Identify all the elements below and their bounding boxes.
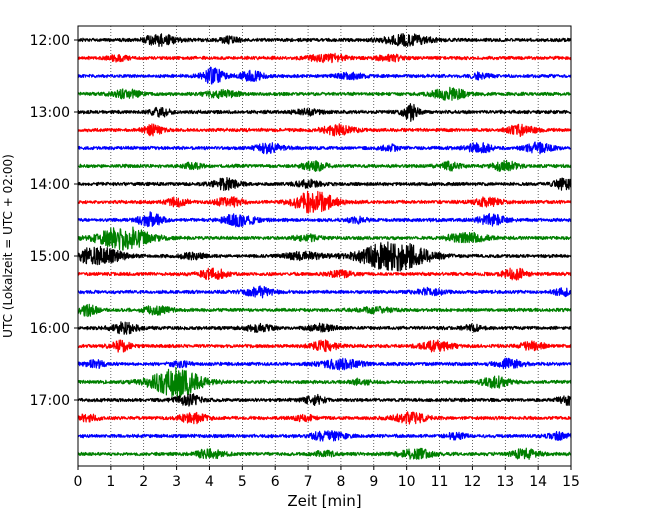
trace-1730 [77,430,572,442]
x-tick-label: 8 [336,474,345,490]
trace-1330 [77,141,572,155]
trace-1700 [77,393,572,407]
trace-1345 [77,159,572,173]
trace-1400 [77,176,572,192]
x-tick-label: 15 [562,474,580,490]
x-axis: 0 1 2 3 4 5 6 7 8 9 10 11 12 13 14 15 [74,466,580,490]
trace-1415 [77,190,572,214]
x-tick-label: 1 [106,474,115,490]
trace-1315 [77,123,572,138]
trace-1430 [77,211,572,228]
x-tick-label: 2 [139,474,148,490]
x-tick-label: 11 [431,474,449,490]
plot-frame [77,25,572,467]
x-tick-label: 13 [496,474,514,490]
trace-1200 [77,32,572,47]
x-tick-label: 0 [74,474,83,490]
y-tick-label: 14:00 [30,177,70,193]
trace-1630 [77,357,572,371]
trace-1515 [77,267,572,281]
trace-1300 [77,103,572,122]
x-tick-label: 3 [172,474,181,490]
x-tick-label: 12 [463,474,481,490]
x-tick-label: 4 [205,474,214,490]
y-tick-label: 13:00 [30,105,70,121]
y-axis-label: UTC (Lokalzeit = UTC + 02:00) [1,154,15,338]
trace-1615 [77,339,572,353]
trace-1715 [77,411,572,425]
trace-1500 [77,241,572,272]
trace-group [77,32,572,460]
trace-1230 [77,66,572,85]
x-tick-label: 14 [529,474,547,490]
trace-1545 [77,303,572,318]
x-tick-label: 10 [398,474,416,490]
trace-1645 [77,366,572,399]
x-tick-label: 9 [369,474,378,490]
trace-1530 [77,285,572,299]
x-axis-label: Zeit [min] [287,492,361,510]
trace-1245 [77,86,572,101]
y-tick-label: 16:00 [30,321,70,337]
y-axis: 12:00 13:00 14:00 15:00 16:00 17:00 [30,33,78,409]
y-tick-label: 15:00 [30,249,70,265]
x-tick-label: 7 [304,474,313,490]
trace-1745 [77,447,572,460]
trace-1600 [77,321,572,335]
x-tick-label: 6 [271,474,280,490]
trace-1215 [77,52,572,64]
y-tick-label: 12:00 [30,33,70,49]
y-tick-label: 17:00 [30,393,70,409]
trace-1445 [77,226,572,251]
x-tick-label: 5 [238,474,247,490]
